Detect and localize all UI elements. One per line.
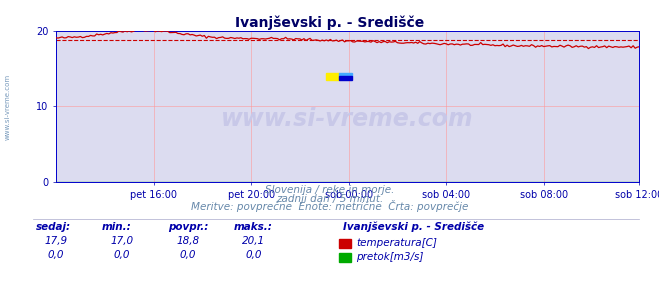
Text: Slovenija / reke in morje.: Slovenija / reke in morje.	[265, 185, 394, 195]
Text: 0,0: 0,0	[113, 250, 130, 260]
Text: Ivanjševski p. - Središče: Ivanjševski p. - Središče	[235, 16, 424, 30]
Text: 17,0: 17,0	[110, 236, 134, 246]
Text: zadnji dan / 5 minut.: zadnji dan / 5 minut.	[276, 194, 383, 204]
Text: povpr.:: povpr.:	[168, 222, 208, 232]
Text: 18,8: 18,8	[176, 236, 200, 246]
Text: 0,0: 0,0	[47, 250, 65, 260]
Text: 0,0: 0,0	[245, 250, 262, 260]
Text: 0,0: 0,0	[179, 250, 196, 260]
Text: Ivanjševski p. - Središče: Ivanjševski p. - Središče	[343, 221, 484, 232]
Bar	[339, 76, 352, 80]
Text: www.si-vreme.com: www.si-vreme.com	[5, 74, 11, 140]
Text: 17,9: 17,9	[44, 236, 68, 246]
Text: www.si-vreme.com: www.si-vreme.com	[221, 107, 474, 131]
Bar	[339, 73, 352, 76]
Bar	[326, 73, 339, 80]
Text: min.:: min.:	[102, 222, 132, 232]
Text: temperatura[C]: temperatura[C]	[356, 238, 437, 248]
Text: sedaj:: sedaj:	[36, 222, 71, 232]
Text: 20,1: 20,1	[242, 236, 266, 246]
Text: Meritve: povprečne  Enote: metrične  Črta: povprečje: Meritve: povprečne Enote: metrične Črta:…	[191, 200, 468, 212]
Text: maks.:: maks.:	[234, 222, 273, 232]
Text: pretok[m3/s]: pretok[m3/s]	[356, 252, 423, 263]
